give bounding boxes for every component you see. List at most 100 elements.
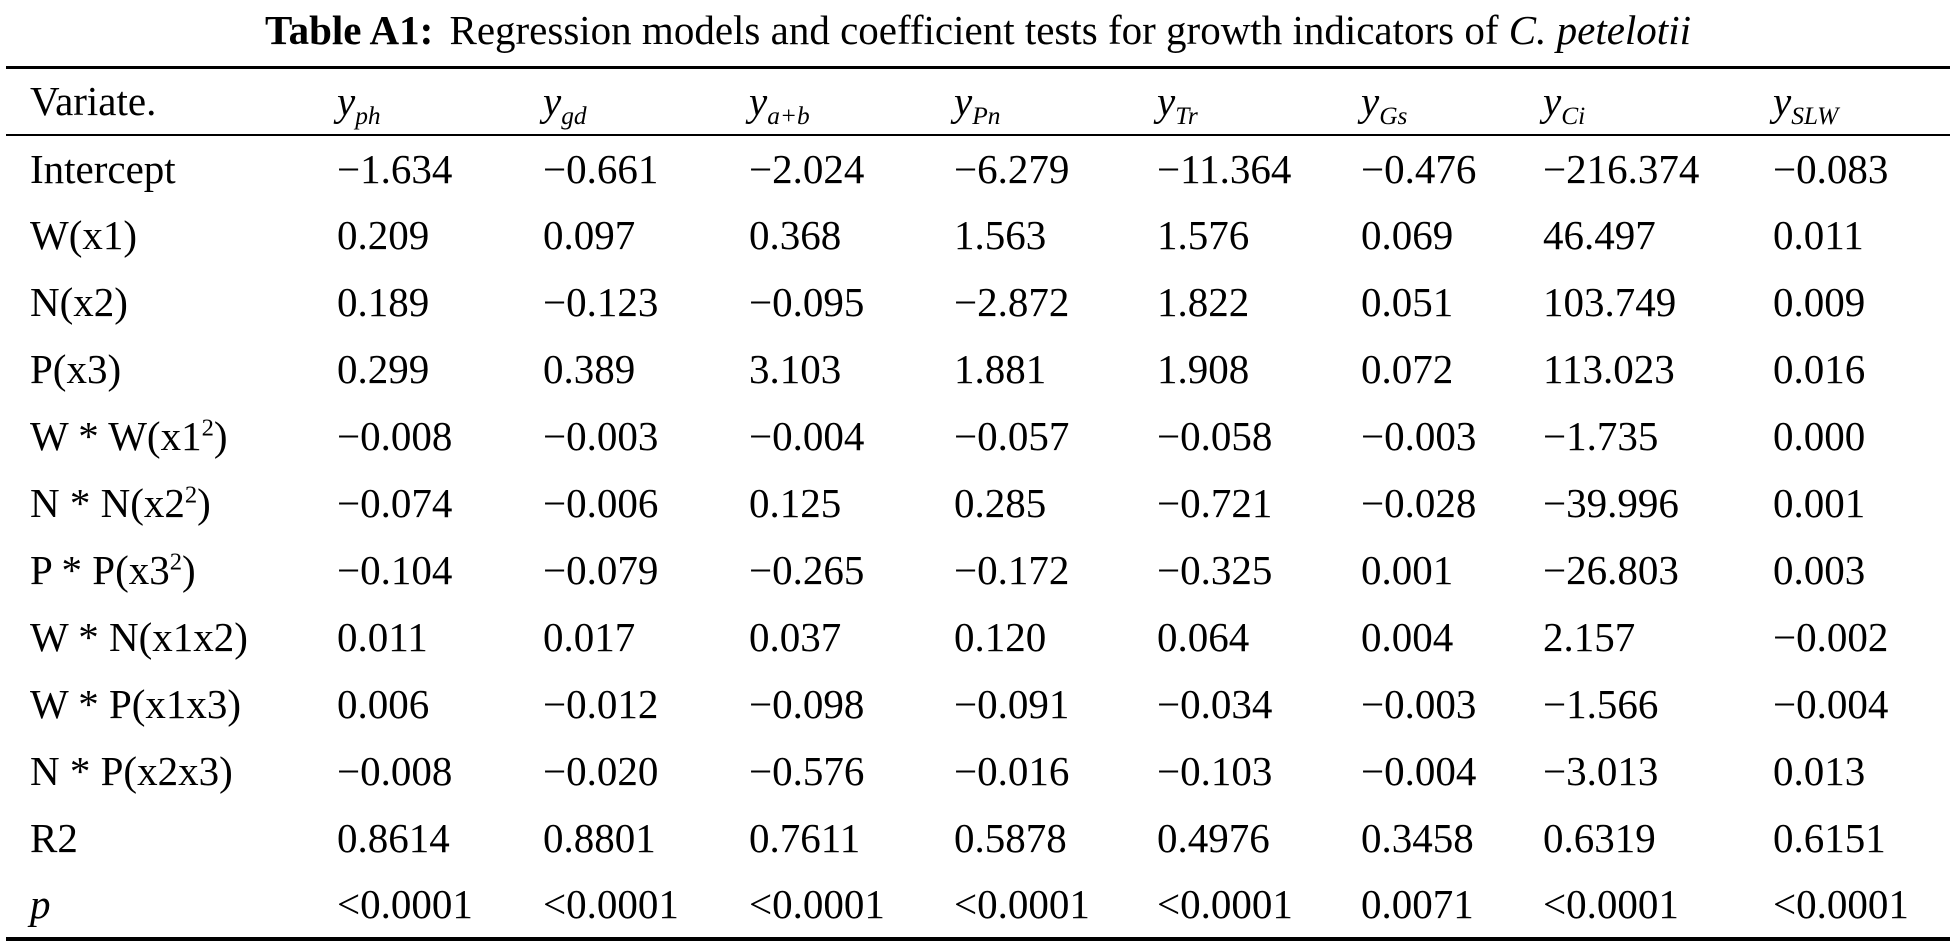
value-cell: 0.189 bbox=[337, 279, 430, 325]
value-cell: 0.3458 bbox=[1361, 815, 1474, 861]
value-cell: 0.6319 bbox=[1543, 815, 1656, 861]
value-cell: −2.872 bbox=[954, 279, 1070, 325]
row-label-cell: N(x2) bbox=[6, 269, 313, 336]
table-row: N * P(x2x3) −0.008 −0.020 −0.576 −0.016 −0.10… bbox=[6, 738, 1950, 805]
value-cell: −0.012 bbox=[543, 681, 659, 727]
value-cell: −0.083 bbox=[1773, 145, 1889, 192]
table-caption: Table A1: Regression models and coeffici… bbox=[0, 0, 1956, 66]
column-header-base: y bbox=[337, 78, 356, 125]
row-label: W(x1) bbox=[30, 212, 138, 258]
table-row: N(x2) 0.189 −0.123 −0.095 −2.872 1.822 0.051 10… bbox=[6, 269, 1950, 336]
value-cell: <0.0001 bbox=[337, 881, 473, 927]
row-label: W * P(x1x3) bbox=[30, 681, 242, 727]
value-cell: −0.003 bbox=[1361, 413, 1477, 459]
value-cell: −216.374 bbox=[1543, 145, 1700, 192]
value-cell: 0.097 bbox=[543, 212, 636, 258]
row-label: p bbox=[30, 881, 51, 927]
column-header-subscript: Pn bbox=[972, 102, 1001, 131]
row-label: N * N(x2 bbox=[30, 480, 185, 526]
row-label-cell: R2 bbox=[6, 805, 313, 872]
column-header-subscript: SLW bbox=[1791, 102, 1839, 131]
value-cell: 0.8614 bbox=[337, 815, 450, 861]
row-label: R2 bbox=[30, 815, 78, 861]
value-cell: 0.011 bbox=[337, 614, 428, 660]
column-header-subscript: a+b bbox=[767, 102, 810, 131]
value-cell: −0.058 bbox=[1157, 413, 1273, 459]
table-row: W(x1) 0.209 0.097 0.368 1.563 1.576 0.069 46.49… bbox=[6, 202, 1950, 269]
table-row: R2 0.8614 0.8801 0.7611 0.5878 0.4976 0.3458 0.… bbox=[6, 805, 1950, 872]
table-row: W * W(x12) −0.008 −0.003 −0.004 −0.057 −0.058… bbox=[6, 403, 1950, 470]
row-label: W * N(x1x2) bbox=[30, 614, 248, 660]
row-label-close: ) bbox=[197, 480, 211, 526]
value-cell: −39.996 bbox=[1543, 480, 1679, 526]
value-cell: 0.037 bbox=[749, 614, 842, 660]
value-cell: <0.0001 bbox=[954, 881, 1090, 927]
value-cell: −26.803 bbox=[1543, 547, 1679, 593]
value-cell: 1.881 bbox=[954, 346, 1047, 392]
value-cell: −0.020 bbox=[543, 748, 659, 794]
value-cell: −0.002 bbox=[1773, 614, 1889, 660]
table-body: Intercept −1.634 −0.661 −2.024 −6.279 −11.364… bbox=[6, 135, 1950, 939]
value-cell: −0.008 bbox=[337, 413, 453, 459]
table-caption-species: C. petelotii bbox=[1508, 7, 1691, 53]
value-cell: −0.098 bbox=[749, 681, 865, 727]
value-cell: 0.389 bbox=[543, 346, 636, 392]
value-cell: −0.028 bbox=[1361, 480, 1477, 526]
value-cell: −2.024 bbox=[749, 145, 865, 192]
column-header-subscript: ph bbox=[355, 102, 381, 131]
row-label: Intercept bbox=[30, 145, 176, 192]
value-cell: 2.157 bbox=[1543, 614, 1636, 660]
value-cell: −0.004 bbox=[1361, 748, 1477, 794]
value-cell: −0.265 bbox=[749, 547, 865, 593]
value-cell: 0.004 bbox=[1361, 614, 1454, 660]
table-row: p <0.0001 <0.0001 <0.0001 <0.0001 <0.0001 0.00… bbox=[6, 872, 1950, 939]
column-header-base: y bbox=[1361, 78, 1380, 125]
value-cell: 0.069 bbox=[1361, 212, 1454, 258]
value-cell: 1.576 bbox=[1157, 212, 1250, 258]
value-cell: 0.001 bbox=[1773, 480, 1866, 526]
column-header: ySLW bbox=[1749, 68, 1950, 135]
row-label-cell: P(x3) bbox=[6, 336, 313, 403]
value-cell: −11.364 bbox=[1157, 145, 1292, 192]
value-cell: −0.034 bbox=[1157, 681, 1273, 727]
value-cell: 0.051 bbox=[1361, 279, 1454, 325]
column-header-subscript: Gs bbox=[1379, 102, 1408, 131]
table-caption-text: Regression models and coefficient tests … bbox=[449, 7, 1499, 53]
table-row: P * P(x32) −0.104 −0.079 −0.265 −0.172 −0.325… bbox=[6, 537, 1950, 604]
column-header-base: y bbox=[954, 78, 973, 125]
value-cell: 0.209 bbox=[337, 212, 430, 258]
value-cell: −0.003 bbox=[543, 413, 659, 459]
value-cell: 103.749 bbox=[1543, 279, 1677, 325]
value-cell: −0.016 bbox=[954, 748, 1070, 794]
column-header-variate: Variate. bbox=[30, 78, 157, 125]
column-header: yPn bbox=[930, 68, 1133, 135]
value-cell: −3.013 bbox=[1543, 748, 1659, 794]
column-header-base: y bbox=[1773, 78, 1792, 125]
value-cell: 0.7611 bbox=[749, 815, 861, 861]
table-row: W * N(x1x2) 0.011 0.017 0.037 0.120 0.064 0.00… bbox=[6, 604, 1950, 671]
value-cell: 0.0071 bbox=[1361, 881, 1474, 927]
value-cell: 0.285 bbox=[954, 480, 1047, 526]
column-header-subscript: Tr bbox=[1175, 102, 1198, 131]
value-cell: <0.0001 bbox=[1157, 881, 1293, 927]
value-cell: 1.908 bbox=[1157, 346, 1250, 392]
value-cell: 0.064 bbox=[1157, 614, 1250, 660]
value-cell: <0.0001 bbox=[749, 881, 885, 927]
row-label: N(x2) bbox=[30, 279, 128, 325]
value-cell: −6.279 bbox=[954, 145, 1070, 192]
value-cell: −1.735 bbox=[1543, 413, 1659, 459]
value-cell: −0.091 bbox=[954, 681, 1070, 727]
value-cell: −1.566 bbox=[1543, 681, 1659, 727]
value-cell: 0.6151 bbox=[1773, 815, 1886, 861]
column-header-base: y bbox=[749, 78, 768, 125]
row-label-cell: P * P(x32) bbox=[6, 537, 313, 604]
value-cell: −0.008 bbox=[337, 748, 453, 794]
value-cell: 0.120 bbox=[954, 614, 1047, 660]
row-label-cell: p bbox=[6, 872, 313, 939]
value-cell: <0.0001 bbox=[1543, 881, 1679, 927]
row-label: P(x3) bbox=[30, 346, 122, 392]
row-label: N * P(x2x3) bbox=[30, 748, 233, 794]
table-row: N * N(x22) −0.074 −0.006 0.125 0.285 −0.721 −0… bbox=[6, 470, 1950, 537]
value-cell: 0.016 bbox=[1773, 346, 1866, 392]
